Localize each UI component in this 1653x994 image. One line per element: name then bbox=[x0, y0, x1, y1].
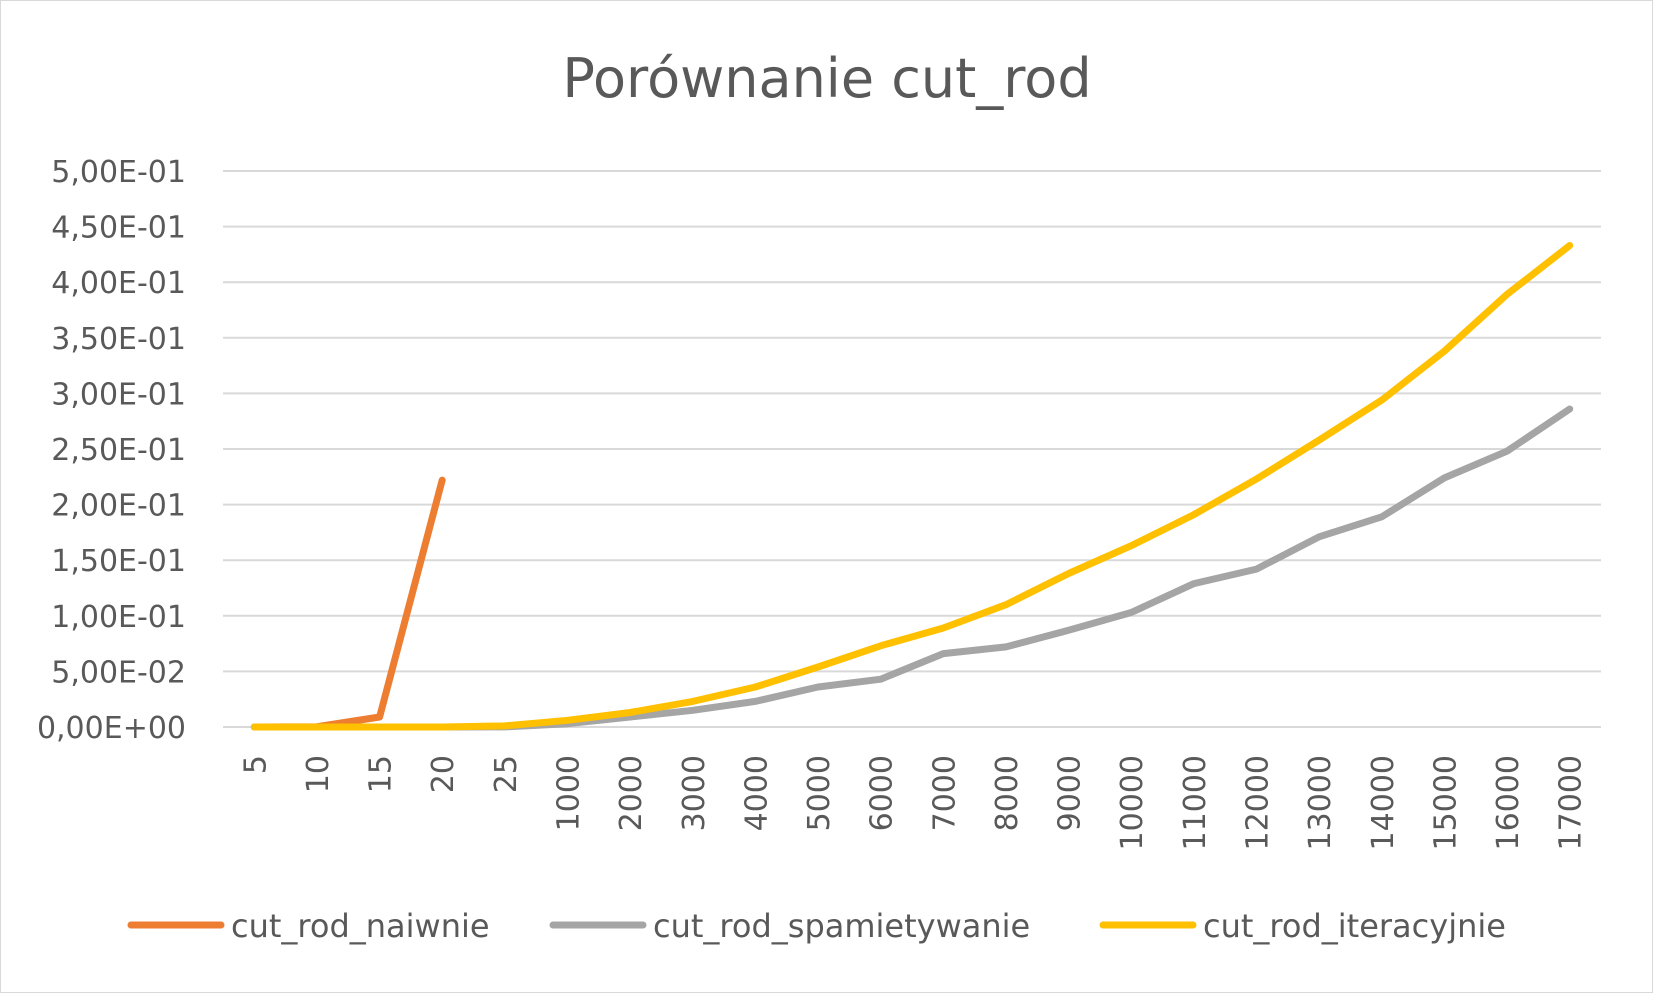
y-tick-label: 2,50E-01 bbox=[51, 433, 186, 468]
x-tick-label: 25 bbox=[489, 755, 524, 793]
x-tick-label: 2000 bbox=[614, 755, 649, 831]
y-tick-label: 1,00E-01 bbox=[51, 600, 186, 635]
series-lines bbox=[250, 242, 1574, 731]
y-tick-label: 4,00E-01 bbox=[51, 266, 186, 301]
x-tick-label: 20 bbox=[426, 755, 461, 793]
x-tick-label: 4000 bbox=[739, 755, 774, 831]
gridlines bbox=[223, 170, 1601, 728]
legend: cut_rod_naiwnie cut_rod_spamietywanie cut_… bbox=[127, 907, 1506, 945]
x-axis-tick-labels: 5 10 15 20 25 1000 2000 3000 4000 5000 6000 7000 800… bbox=[238, 755, 1588, 850]
x-tick-label: 9000 bbox=[1053, 755, 1088, 831]
x-tick-label: 15 bbox=[364, 755, 399, 793]
x-tick-label: 6000 bbox=[865, 755, 900, 831]
y-tick-label: 1,50E-01 bbox=[51, 544, 186, 579]
y-tick-label: 5,00E-02 bbox=[51, 655, 186, 690]
x-tick-label: 7000 bbox=[927, 755, 962, 831]
x-tick-label: 17000 bbox=[1554, 755, 1589, 850]
legend-label: cut_rod_naiwnie bbox=[231, 907, 490, 945]
legend-label: cut_rod_iteracyjnie bbox=[1203, 907, 1506, 945]
x-tick-label: 10000 bbox=[1115, 755, 1150, 850]
x-tick-label: 8000 bbox=[990, 755, 1025, 831]
x-tick-label: 13000 bbox=[1303, 755, 1338, 850]
series-line-cut_rod_naiwnie bbox=[250, 476, 446, 731]
x-tick-label: 12000 bbox=[1241, 755, 1276, 850]
x-tick-label: 5000 bbox=[802, 755, 837, 831]
x-tick-label: 14000 bbox=[1366, 755, 1401, 850]
chart-title: Porównanie cut_rod bbox=[562, 47, 1091, 110]
x-tick-label: 10 bbox=[301, 755, 336, 793]
x-tick-label: 11000 bbox=[1178, 755, 1213, 850]
y-tick-label: 0,00E+00 bbox=[37, 711, 186, 746]
x-tick-label: 16000 bbox=[1491, 755, 1526, 850]
series-line-cut_rod_spamietywanie bbox=[250, 405, 1574, 731]
x-tick-label: 15000 bbox=[1428, 755, 1463, 850]
y-tick-label: 3,50E-01 bbox=[51, 322, 186, 357]
x-tick-label: 5 bbox=[238, 755, 273, 774]
y-tick-label: 2,00E-01 bbox=[51, 489, 186, 524]
x-tick-label: 1000 bbox=[552, 755, 587, 831]
y-axis-tick-labels: 0,00E+00 5,00E-02 1,00E-01 1,50E-01 2,00E-01… bbox=[37, 155, 186, 746]
y-tick-label: 4,50E-01 bbox=[51, 211, 186, 246]
series-line-cut_rod_iteracyjnie bbox=[250, 242, 1574, 731]
y-tick-label: 3,00E-01 bbox=[51, 377, 186, 412]
x-tick-label: 3000 bbox=[677, 755, 712, 831]
y-tick-label: 5,00E-01 bbox=[51, 155, 186, 190]
legend-label: cut_rod_spamietywanie bbox=[653, 907, 1030, 945]
